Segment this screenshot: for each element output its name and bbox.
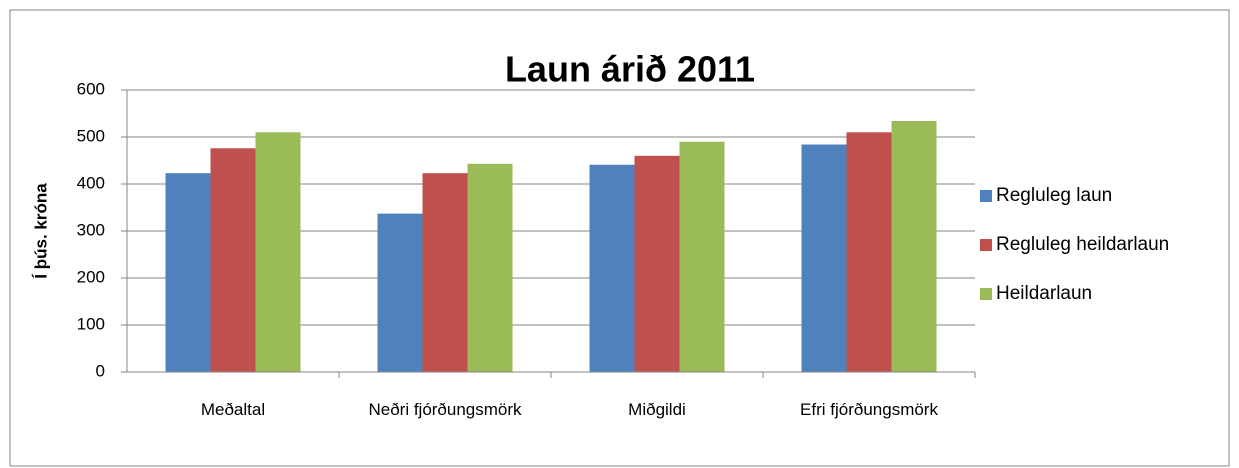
legend-label: Heildarlaun bbox=[996, 283, 1092, 304]
bar bbox=[634, 155, 680, 372]
y-tick-label: 400 bbox=[77, 173, 105, 192]
bar bbox=[679, 141, 725, 372]
bar bbox=[846, 132, 892, 372]
legend-label: Regluleg heildarlaun bbox=[996, 234, 1169, 255]
y-tick-label: 100 bbox=[77, 314, 105, 333]
y-tick-label: 300 bbox=[77, 220, 105, 239]
y-tick-label: 0 bbox=[96, 361, 105, 380]
bar bbox=[377, 213, 423, 372]
bar bbox=[467, 163, 513, 372]
x-tick-label: Efri fjórðungsmörk bbox=[800, 400, 938, 419]
chart-title: Laun árið 2011 bbox=[505, 49, 755, 90]
y-tick-label: 600 bbox=[77, 79, 105, 98]
bar bbox=[891, 121, 937, 373]
legend-label: Regluleg laun bbox=[996, 185, 1112, 206]
legend-swatch bbox=[980, 239, 992, 251]
y-tick-label: 200 bbox=[77, 267, 105, 286]
bar bbox=[422, 173, 468, 372]
y-axis-label: Í þús. króna bbox=[31, 183, 50, 279]
legend-swatch bbox=[980, 288, 992, 300]
x-tick-label: Miðgildi bbox=[628, 400, 686, 419]
x-tick-label: Meðaltal bbox=[200, 400, 266, 419]
bar bbox=[801, 144, 847, 372]
bar bbox=[210, 148, 256, 372]
legend-swatch bbox=[980, 190, 992, 202]
bar bbox=[255, 132, 301, 372]
y-tick-label: 500 bbox=[77, 126, 105, 145]
bar bbox=[165, 173, 211, 372]
x-tick-label: Neðri fjórðungsmörk bbox=[368, 400, 522, 419]
bar bbox=[589, 164, 635, 372]
